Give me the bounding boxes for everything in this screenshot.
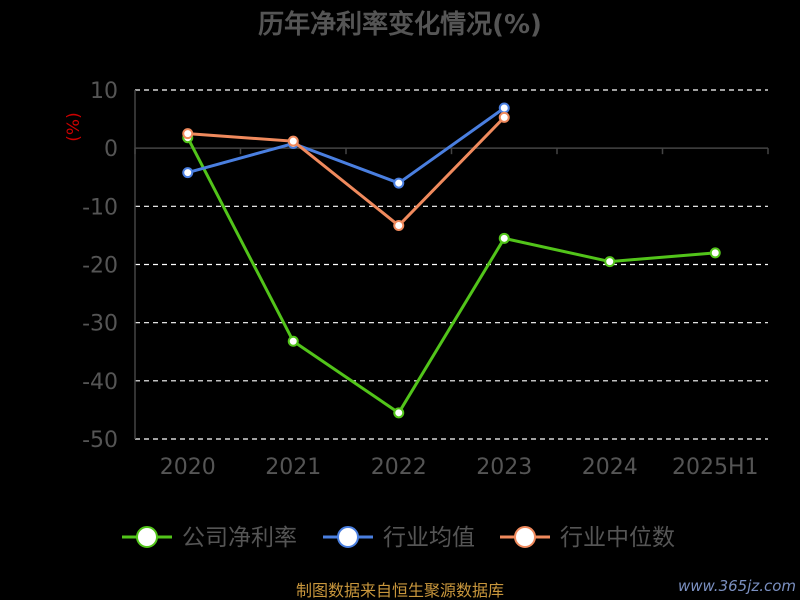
series-2 — [182, 111, 510, 232]
data-point[interactable] — [287, 135, 299, 147]
data-point[interactable] — [393, 220, 405, 232]
y-tick-label: -50 — [82, 428, 118, 453]
data-point[interactable] — [287, 335, 299, 347]
data-point[interactable] — [393, 177, 405, 189]
legend-label: 行业均值 — [383, 525, 475, 551]
y-tick-label: 10 — [90, 79, 118, 104]
y-tick-label: -20 — [82, 254, 118, 279]
legend-item[interactable]: 行业中位数 — [500, 525, 675, 551]
series-line — [186, 136, 717, 415]
data-point[interactable] — [498, 111, 510, 123]
data-point[interactable] — [182, 128, 194, 140]
legend-marker — [514, 526, 536, 548]
data-point[interactable] — [498, 102, 510, 114]
legend-marker — [136, 526, 158, 548]
data-point[interactable] — [393, 407, 405, 419]
legend-item[interactable]: 公司净利率 — [122, 525, 297, 551]
series-1 — [182, 102, 510, 189]
x-tick-label: 2025H1 — [672, 455, 759, 480]
y-tick-label: 0 — [104, 137, 118, 162]
x-tick-label: 2020 — [160, 455, 216, 480]
axes: 10 0 -10 -20 -30 -40 -50 2020 2021 2022 2023 2024 20… — [82, 79, 769, 480]
data-point[interactable] — [709, 247, 721, 259]
x-tick-label: 2021 — [265, 455, 321, 480]
y-tick-label: -40 — [82, 370, 118, 395]
series-0 — [182, 132, 721, 419]
series-line — [186, 115, 506, 228]
y-axis-unit-label: (%) — [64, 112, 84, 141]
grid-lines — [135, 89, 768, 440]
y-tick-label: -10 — [82, 195, 118, 220]
data-source-note: 制图数据来自恒生聚源数据库 — [296, 581, 504, 600]
legend-label: 行业中位数 — [560, 525, 675, 551]
x-tick-label: 2022 — [371, 455, 427, 480]
series-line — [186, 106, 506, 185]
series-lines — [182, 102, 721, 419]
legend-item[interactable]: 行业均值 — [323, 525, 475, 551]
chart-title: 历年净利率变化情况(%) — [258, 9, 542, 40]
data-point[interactable] — [182, 167, 194, 179]
watermark: www.365jz.com — [678, 577, 796, 595]
x-tick-label: 2023 — [476, 455, 532, 480]
legend-label: 公司净利率 — [182, 525, 297, 551]
legend-marker — [337, 526, 359, 548]
legend: 公司净利率 行业均值 行业中位数 — [122, 525, 675, 551]
data-point[interactable] — [498, 232, 510, 244]
x-tick-label: 2024 — [582, 455, 638, 480]
data-point[interactable] — [604, 256, 616, 268]
y-tick-label: -30 — [82, 312, 118, 337]
